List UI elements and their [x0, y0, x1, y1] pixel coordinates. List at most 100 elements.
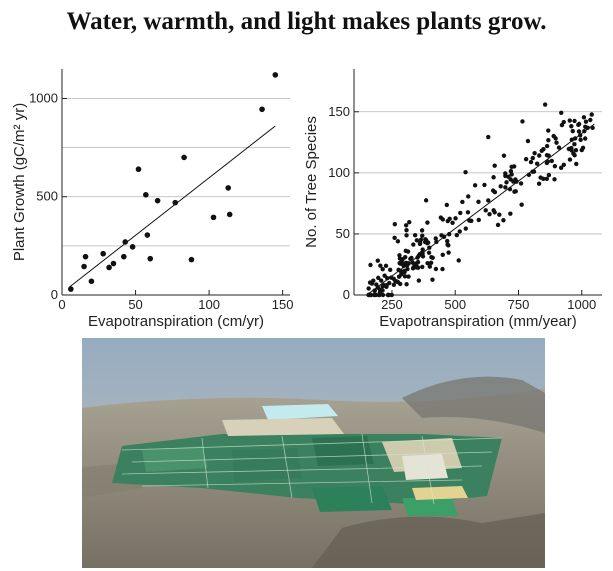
data-point [368, 292, 373, 298]
data-point [530, 155, 535, 161]
data-point [417, 240, 423, 246]
data-point [472, 183, 478, 188]
data-point [135, 166, 142, 173]
data-point [427, 245, 432, 250]
data-point [513, 177, 518, 182]
data-point [406, 274, 411, 279]
data-point [106, 264, 112, 271]
data-point [374, 282, 379, 287]
y-tick-label: 100 [328, 165, 350, 180]
data-point [465, 210, 471, 215]
data-point [501, 218, 506, 223]
data-point [463, 169, 468, 175]
data-point [476, 199, 481, 205]
data-point [460, 199, 465, 205]
tree-species-chart: 250 500 750 1000 0 50 100 150 Evapotranspiration… [303, 69, 602, 330]
data-point [378, 263, 383, 268]
data-point [567, 118, 572, 123]
data-point [556, 145, 562, 150]
y-tick-label: 1000 [29, 90, 58, 105]
data-point [423, 198, 429, 203]
data-point [582, 128, 587, 134]
data-point [391, 276, 396, 282]
x-tick-label: 0 [58, 297, 65, 312]
data-point [403, 248, 408, 254]
x-tick-label: 100 [198, 297, 220, 312]
data-point [457, 229, 462, 234]
data-point [416, 278, 422, 283]
data-point [420, 247, 425, 252]
data-point [487, 212, 492, 217]
data-point [418, 237, 424, 242]
data-point [410, 266, 416, 271]
data-point [446, 250, 451, 255]
data-point [445, 238, 450, 244]
data-point [404, 228, 409, 233]
data-point [498, 184, 503, 189]
data-point [380, 266, 385, 272]
data-point [458, 210, 463, 216]
data-point [397, 256, 403, 261]
data-point [433, 266, 439, 272]
data-point [425, 220, 430, 225]
data-point [404, 282, 409, 287]
data-point [576, 122, 581, 128]
data-point [508, 177, 513, 182]
data-point [154, 197, 161, 204]
data-point [492, 210, 497, 215]
data-point [172, 199, 179, 206]
data-point [546, 153, 551, 158]
data-point [440, 266, 445, 272]
data-point [373, 292, 379, 298]
data-point [511, 164, 517, 169]
data-point [120, 253, 127, 260]
data-point [387, 267, 393, 273]
data-point [532, 150, 537, 156]
data-point [581, 115, 587, 120]
data-point [513, 189, 518, 194]
data-point [525, 138, 531, 144]
data-point [518, 181, 524, 186]
data-point [395, 239, 401, 244]
y-tick-label: 50 [336, 226, 350, 241]
data-point [486, 198, 491, 203]
data-point [538, 175, 543, 180]
data-point [68, 286, 74, 292]
data-point [495, 222, 501, 228]
data-point [375, 258, 380, 263]
data-point [411, 242, 416, 247]
data-point [369, 281, 375, 286]
data-point [504, 180, 509, 185]
data-point [528, 159, 534, 165]
data-point [404, 260, 409, 266]
data-point [578, 133, 583, 138]
data-point [81, 263, 87, 270]
data-point [404, 233, 409, 238]
data-point [585, 125, 590, 130]
data-point [520, 119, 525, 124]
aerial-farm-photo [82, 338, 545, 568]
y-tick-label: 150 [328, 104, 350, 119]
data-point [445, 242, 450, 247]
data-point [583, 119, 589, 124]
data-point [463, 226, 468, 231]
data-point [434, 239, 439, 245]
data-point [544, 143, 550, 149]
data-point [501, 153, 507, 158]
data-point [572, 118, 577, 124]
data-point [544, 176, 550, 182]
data-point [537, 153, 542, 158]
data-point [453, 216, 458, 221]
data-point [226, 211, 233, 218]
data-point [420, 264, 425, 270]
data-point [110, 260, 117, 267]
data-point [415, 259, 421, 265]
y-tick-label: 0 [51, 287, 58, 302]
data-point [147, 255, 154, 262]
data-point [413, 263, 419, 268]
data-point [482, 182, 487, 188]
data-point [430, 255, 435, 260]
data-point [561, 162, 566, 168]
data-point [589, 112, 594, 117]
data-point [420, 233, 425, 238]
